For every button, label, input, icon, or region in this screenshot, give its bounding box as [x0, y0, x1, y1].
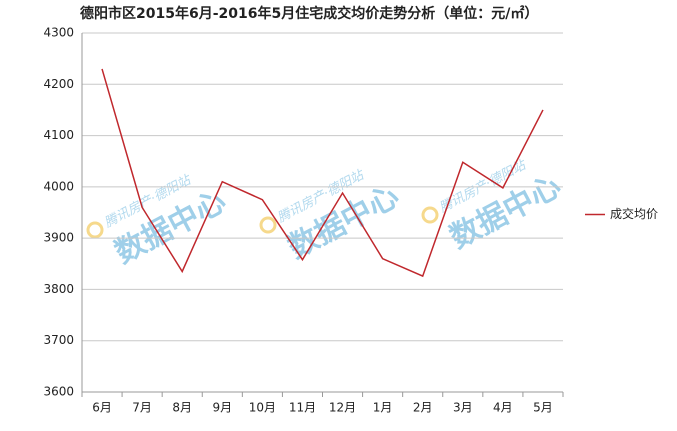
watermark-icon [86, 221, 104, 239]
y-tick-label: 4300 [43, 26, 74, 40]
x-tick-label: 5月 [533, 401, 553, 415]
y-tick-label: 3800 [43, 282, 74, 296]
x-tick-label: 1月 [373, 401, 393, 415]
y-tick-label: 4000 [43, 179, 74, 193]
watermark-icon [259, 216, 277, 234]
x-tick-label: 9月 [212, 401, 232, 415]
watermark-icon [421, 206, 439, 224]
legend-label: 成交均价 [610, 206, 658, 221]
x-tick-label: 3月 [453, 401, 473, 415]
x-tick-label: 12月 [329, 401, 356, 415]
y-tick-label: 3600 [43, 385, 74, 399]
x-tick-label: 8月 [172, 401, 192, 415]
x-tick-label: 7月 [132, 401, 152, 415]
y-tick-label: 4200 [43, 77, 74, 91]
x-tick-label: 2月 [413, 401, 433, 415]
y-tick-label: 4100 [43, 128, 74, 142]
y-tick-label: 3700 [43, 333, 74, 347]
x-tick-label: 10月 [249, 401, 276, 415]
y-tick-label: 3900 [43, 231, 74, 245]
x-tick-label: 4月 [493, 401, 513, 415]
data-line [101, 68, 544, 278]
x-tick-label: 11月 [289, 401, 316, 415]
x-tick-label: 6月 [92, 401, 112, 415]
chart-title: 德阳市区2015年6月-2016年5月住宅成交均价走势分析（单位：元/㎡） [80, 5, 538, 22]
